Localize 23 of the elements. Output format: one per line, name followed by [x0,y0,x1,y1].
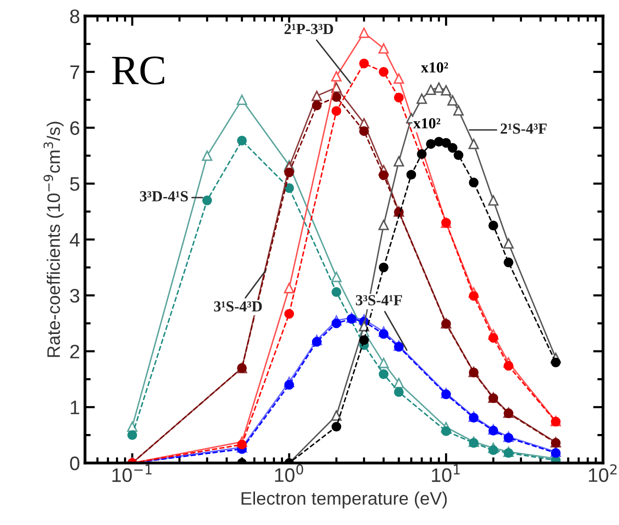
annotation: RC [112,56,164,85]
x-tick-label: 10$^{0}$ [275,464,304,482]
x-tick-label: 10$^{2}$ [588,464,617,482]
annotation: 3³S-4¹F [356,295,402,306]
annotation: 2¹S-4³F [500,124,547,134]
annotation: 3¹S-4³D [214,301,262,312]
y-tick-label: 5 [70,177,80,191]
y-tick-label: 1 [70,400,80,414]
x-tick-label: 10$^{1}$ [432,464,460,482]
y-tick-label: 8 [70,9,80,24]
y-tick-label: 6 [70,121,80,135]
annotation: 2¹P-3³D [284,24,334,34]
y-tick-label: 4 [70,233,80,247]
annotation: x10² [413,118,440,128]
y-axis-title: Rate-coefficients (10$^{−9}$cm$^{3}$/s) [44,122,64,357]
y-tick-label: 0 [70,456,80,470]
x-axis-title: Electron temperature (eV) [242,492,447,508]
y-tick-label: 2 [70,344,80,358]
x-tick-label: 10$^{−1}$ [112,464,152,482]
y-tick-label: 7 [70,66,80,79]
y-tick-label: 3 [70,288,80,303]
annotation: x10² [420,62,448,73]
annotation: 3³D-4¹S [140,191,188,202]
